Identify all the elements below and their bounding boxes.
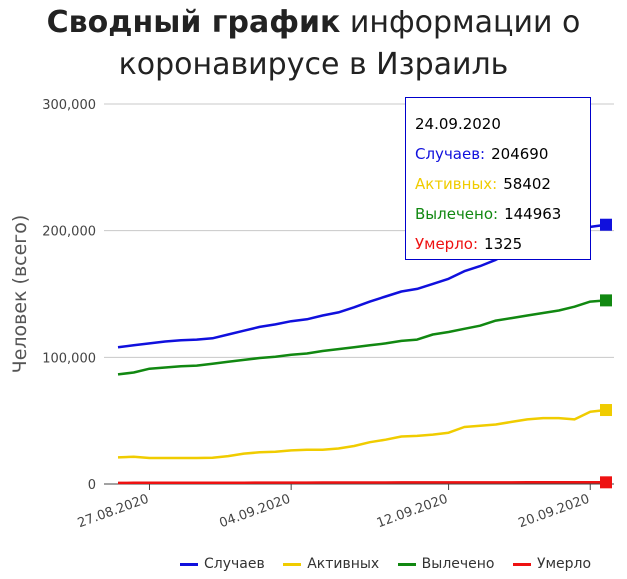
series-line-1 [117, 408, 607, 460]
tooltip-active-value: 58402 [503, 175, 551, 193]
tooltip-recovered: Вылечено: 144963 [415, 200, 590, 230]
legend-item-cases[interactable]: Случаев [180, 556, 265, 572]
series-end-marker-0 [600, 218, 612, 231]
legend-swatch-active [283, 562, 302, 566]
title-bold: Сводный график [46, 5, 341, 40]
x-tick-label: 27.08.2020 [76, 492, 151, 532]
chart-title: Сводный график информации о коронавирусе… [0, 2, 627, 86]
series-line-2 [117, 299, 607, 376]
tooltip-recovered-value: 144963 [504, 205, 562, 223]
legend-label-cases: Случаев [204, 556, 265, 572]
tooltip-active: Активных: 58402 [415, 170, 590, 200]
series-end-marker-3 [600, 476, 612, 489]
tooltip-date: 24.09.2020 [415, 115, 501, 133]
tooltip-cases: Случаев: 204690 [415, 140, 590, 170]
tooltip-recovered-label: Вылечено: [415, 205, 499, 223]
legend-swatch-recovered [397, 562, 416, 566]
title-rest: информации о [340, 5, 581, 40]
x-tick-label: 20.09.2020 [517, 492, 592, 532]
y-tick-label: 300,000 [42, 98, 96, 113]
series-end-marker-2 [600, 294, 612, 307]
legend-swatch-cases [180, 562, 198, 566]
tooltip-cases-label: Случаев: [415, 145, 486, 163]
legend-label-recovered: Вылечено [421, 556, 495, 572]
tooltip: 24.09.2020 Случаев: 204690 Активных: 58402… [405, 97, 591, 260]
legend-swatch-deaths [512, 562, 531, 566]
y-tick-label: 0 [88, 478, 96, 493]
legend-item-deaths[interactable]: Умерло [512, 556, 592, 572]
x-tick-label: 04.09.2020 [217, 492, 292, 532]
series-line-3 [117, 481, 606, 485]
series-end-marker-1 [600, 404, 612, 417]
y-tick-label: 200,000 [42, 225, 96, 240]
legend-label-deaths: Умерло [536, 556, 592, 572]
x-tick-label: 12.09.2020 [375, 492, 450, 532]
tooltip-active-label: Активных: [415, 175, 498, 193]
title-line2: коронавирусе в Израиль [118, 47, 509, 82]
tooltip-cases-value: 204690 [491, 145, 549, 163]
tooltip-deaths: Умерло: 1325 [415, 230, 590, 260]
tooltip-deaths-value: 1325 [484, 235, 523, 253]
legend-item-active[interactable]: Активных [283, 556, 379, 572]
legend-label-active: Активных [307, 556, 380, 572]
legend-item-recovered[interactable]: Вылечено [397, 556, 495, 572]
legend: Случаев Активных Вылечено Умерло [180, 556, 605, 572]
y-axis-label: Человек (всего) [9, 215, 31, 374]
tooltip-deaths-label: Умерло: [415, 235, 479, 253]
y-tick-label: 100,000 [42, 351, 96, 366]
